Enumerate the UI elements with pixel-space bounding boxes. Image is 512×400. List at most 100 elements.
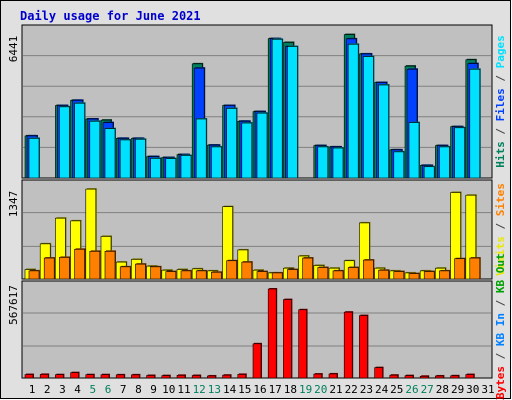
bar-pages-day-11: [180, 155, 192, 179]
x-tick-label: 24: [375, 383, 389, 396]
bar-sites-day-30: [469, 257, 481, 280]
bar-kbytes-day-5: [85, 374, 95, 379]
bar-kbytes-day-28: [435, 375, 444, 379]
bar-kbytes-day-26: [404, 375, 414, 379]
bar-kbytes-day-16: [252, 343, 262, 379]
bar-pages-day-3: [59, 106, 70, 179]
bar-pages-day-22: [347, 43, 359, 179]
x-tick-label: 12: [193, 383, 206, 396]
bar-pages-day-26: [408, 122, 420, 179]
bar-sites-day-9: [150, 266, 161, 280]
bar-pages-day-21: [332, 147, 344, 179]
x-tick-label: 29: [451, 383, 464, 396]
bar-sites-day-16: [256, 271, 268, 280]
bar-sites-day-20: [317, 267, 329, 280]
panel-1: 6441 Hits / Files / Pages: [7, 24, 507, 179]
bar-kbytes-day-12: [191, 375, 201, 379]
bar-sites-day-28: [439, 270, 450, 280]
x-tick-label: 17: [269, 383, 282, 396]
bar-sites-day-21: [332, 270, 344, 280]
bar-pages-day-20: [317, 146, 329, 179]
x-tick-label: 16: [253, 383, 266, 396]
x-tick-label: 6: [105, 383, 112, 396]
x-tick-label: 31: [481, 383, 494, 396]
x-tick-label: 14: [223, 383, 237, 396]
x-tick-label: 1: [29, 383, 36, 396]
bar-sites-day-2: [43, 257, 55, 280]
bar-kbytes-day-3: [55, 374, 64, 379]
bar-sites-day-18: [287, 269, 298, 280]
x-tick-label: 26: [405, 383, 418, 396]
bar-kbytes-day-1: [24, 374, 34, 379]
y-max-label: 567617: [7, 285, 20, 325]
bar-kbytes-day-29: [450, 375, 459, 379]
series-legend: Hits / Files / Pages: [494, 35, 507, 168]
bar-kbytes-day-15: [237, 374, 247, 379]
bar-kbytes-day-6: [100, 374, 110, 379]
x-tick-label: 7: [120, 383, 127, 396]
legend-entry: Pages: [494, 35, 507, 68]
bar-pages-day-4: [74, 102, 85, 179]
bar-sites-day-8: [135, 263, 146, 280]
bar-sites-day-11: [180, 270, 192, 280]
bar-pages-day-1: [28, 138, 40, 179]
bar-sites-day-26: [408, 273, 420, 280]
bar-kbytes-day-7: [115, 374, 125, 379]
bar-pages-day-24: [378, 84, 389, 179]
x-tick-label: 23: [360, 383, 373, 396]
legend-entry: Hits: [494, 141, 507, 168]
legend-entry: KB In: [494, 313, 507, 346]
x-tick-label: 30: [466, 383, 479, 396]
bar-sites-day-23: [363, 259, 374, 280]
legend-entry: /: [494, 216, 507, 236]
x-tick-label: 5: [89, 383, 96, 396]
bar-pages-day-28: [439, 146, 450, 179]
bar-sites-day-5: [89, 251, 101, 280]
bar-pages-day-6: [104, 128, 116, 179]
bar-kbytes-day-20: [313, 373, 323, 379]
bar-pages-day-16: [256, 112, 268, 179]
bar-kbytes-day-30: [465, 374, 475, 379]
bar-sites-day-19: [302, 257, 313, 280]
x-tick-label: 8: [135, 383, 142, 396]
bar-sites-day-3: [59, 257, 70, 280]
bar-kbytes-day-17: [267, 288, 277, 379]
bar-pages-day-7: [119, 139, 131, 179]
bar-sites-day-4: [74, 248, 85, 280]
legend-entry: /: [494, 121, 507, 141]
x-tick-label: 10: [162, 383, 175, 396]
x-tick-label: 21: [329, 383, 342, 396]
bar-kbytes-day-21: [328, 373, 338, 379]
bar-pages-day-9: [150, 158, 161, 179]
bar-sites-day-27: [423, 271, 435, 280]
bar-kbytes-day-13: [207, 375, 216, 379]
bar-kbytes-day-9: [146, 375, 155, 379]
bar-sites-day-14: [226, 260, 237, 280]
bar-kbytes-day-19: [298, 309, 307, 379]
legend-entry: KBytes: [494, 366, 507, 400]
series-legend: Visits / Sites: [494, 183, 507, 276]
bar-pages-day-17: [271, 39, 283, 179]
bar-pages-day-30: [469, 68, 481, 179]
bar-kbytes-day-10: [161, 375, 171, 379]
bar-sites-day-24: [378, 269, 389, 280]
y-max-label: 1347: [7, 191, 20, 218]
bar-kbytes-day-23: [359, 315, 368, 379]
bar-pages-day-25: [393, 151, 405, 179]
bar-pages-day-18: [287, 46, 298, 179]
x-tick-label: 22: [345, 383, 358, 396]
x-tick-label: 13: [208, 383, 221, 396]
bar-kbytes-day-18: [283, 299, 292, 379]
bar-sites-day-12: [195, 270, 207, 280]
x-tick-label: 3: [59, 383, 66, 396]
bar-sites-day-15: [241, 261, 253, 280]
x-tick-label: 27: [421, 383, 434, 396]
legend-entry: KB Out: [494, 253, 507, 293]
bar-pages-day-23: [363, 56, 374, 179]
bar-pages-day-12: [195, 118, 207, 179]
x-tick-label: 15: [238, 383, 251, 396]
x-tick-label: 28: [436, 383, 449, 396]
legend-entry: /: [494, 346, 507, 366]
x-tick-label: 2: [44, 383, 51, 396]
